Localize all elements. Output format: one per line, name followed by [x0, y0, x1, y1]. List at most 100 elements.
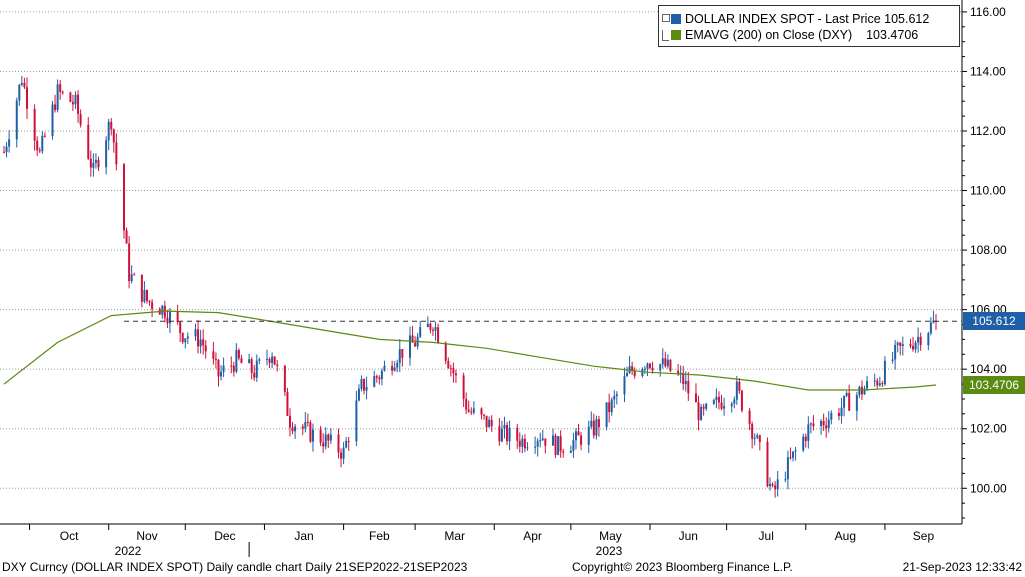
candle-body-117 [419, 327, 422, 337]
legend-ema-value: 103.4706 [866, 28, 919, 42]
candle-body-76 [273, 356, 276, 365]
candle-body-150 [539, 440, 542, 442]
candle-body-147 [526, 447, 529, 449]
candle-body-191 [684, 380, 687, 385]
candle-body-250 [896, 342, 899, 345]
candle-body-20 [74, 94, 77, 105]
candle-body-89 [322, 442, 325, 447]
legend-toggle-icon[interactable] [662, 14, 670, 22]
candle-body-36 [130, 274, 133, 282]
candle-body-209 [751, 424, 754, 439]
candle-body-226 [809, 423, 812, 425]
candle-body-173 [623, 376, 626, 395]
candle-body-141 [506, 424, 509, 442]
candle-body-202 [723, 406, 726, 409]
candle-body-51 [184, 338, 187, 343]
candle-body-148 [534, 446, 537, 448]
candle-body-42 [151, 302, 154, 309]
candle-body-193 [694, 393, 697, 403]
candle-body-112 [401, 349, 404, 358]
candle-body-102 [365, 386, 368, 391]
candle-body-230 [825, 425, 828, 429]
candle-body-208 [748, 410, 751, 425]
candle-body-152 [544, 438, 547, 446]
chart-footer: DXY Curncy (DOLLAR INDEX SPOT) Daily can… [0, 557, 1025, 577]
x-tick-label-5: Mar [444, 529, 465, 543]
candle-body-134 [483, 414, 486, 416]
candle-body-235 [843, 395, 846, 408]
candle-body-194 [697, 402, 700, 421]
year-label-1: 2023 [596, 544, 623, 557]
candle-body-185 [664, 358, 667, 367]
chart-canvas: 116.00114.00112.00110.00108.00106.00104.… [0, 0, 1007, 557]
candle-body-13 [51, 104, 54, 136]
candle-body-15 [56, 84, 59, 110]
candle-body-164 [590, 420, 593, 427]
candle-body-63 [230, 365, 233, 367]
candle-body-142 [508, 427, 511, 442]
candle-body-146 [523, 438, 526, 449]
candle-body-83 [301, 426, 304, 429]
candle-body-130 [467, 409, 470, 412]
candle-body-27 [97, 159, 100, 168]
candle-body-71 [255, 360, 258, 378]
legend-tree-icon [662, 30, 669, 41]
candle-body-196 [702, 406, 705, 409]
candle-body-39 [143, 289, 146, 302]
candle-body-125 [449, 367, 452, 369]
candle-body-55 [199, 339, 202, 347]
candle-body-254 [912, 345, 915, 350]
candle-body-111 [398, 349, 401, 363]
candle-body-214 [769, 484, 772, 487]
candle-body-155 [557, 436, 560, 455]
candle-body-103 [373, 376, 376, 387]
candle-body-100 [360, 378, 363, 389]
candle-body-87 [311, 429, 314, 442]
candle-body-178 [641, 369, 644, 377]
candle-body-123 [444, 342, 447, 361]
candle-body-234 [840, 407, 843, 416]
candle-body-253 [909, 344, 912, 346]
candle-body-143 [516, 427, 519, 441]
candle-body-225 [807, 424, 810, 441]
candle-body-119 [429, 323, 432, 330]
candle-body-67 [240, 358, 243, 364]
candle-body-108 [391, 365, 394, 371]
candle-body-213 [766, 441, 769, 487]
candle-body-258 [927, 333, 930, 346]
candle-body-84 [304, 421, 307, 429]
candle-body-1 [5, 146, 8, 153]
candle-body-23 [87, 124, 90, 159]
candle-body-215 [771, 484, 774, 486]
candle-body-53 [194, 329, 197, 337]
candle-body-21 [77, 94, 80, 115]
legend-swatch-price [671, 14, 681, 24]
candle-body-81 [291, 427, 294, 432]
legend-row-price: DOLLAR INDEX SPOT - Last Price 105.612 [662, 12, 929, 28]
y-tick-label-0: 116.00 [970, 5, 1006, 19]
candle-body-30 [110, 121, 113, 130]
candle-body-114 [411, 335, 414, 343]
candle-body-231 [827, 419, 830, 429]
candle-body-223 [802, 436, 805, 451]
candle-body-48 [176, 311, 179, 323]
candle-body-245 [878, 383, 881, 386]
candle-body-68 [248, 359, 251, 364]
candle-body-33 [123, 164, 126, 231]
candle-body-243 [873, 380, 876, 382]
candle-body-96 [345, 440, 348, 448]
candle-body-5 [20, 82, 23, 85]
candle-body-7 [25, 87, 28, 109]
candle-body-91 [327, 434, 330, 441]
y-tick-label-7: 102.00 [970, 422, 1007, 436]
candle-body-218 [784, 479, 787, 481]
candle-body-236 [845, 392, 848, 396]
candle-body-46 [166, 317, 169, 324]
candle-body-195 [700, 406, 703, 421]
legend-swatch-ema [671, 30, 681, 40]
candle-body-153 [551, 435, 554, 446]
x-tick-label-8: Jun [679, 529, 698, 543]
axes [0, 0, 963, 525]
candle-body-166 [595, 419, 598, 436]
candle-body-24 [89, 158, 92, 168]
